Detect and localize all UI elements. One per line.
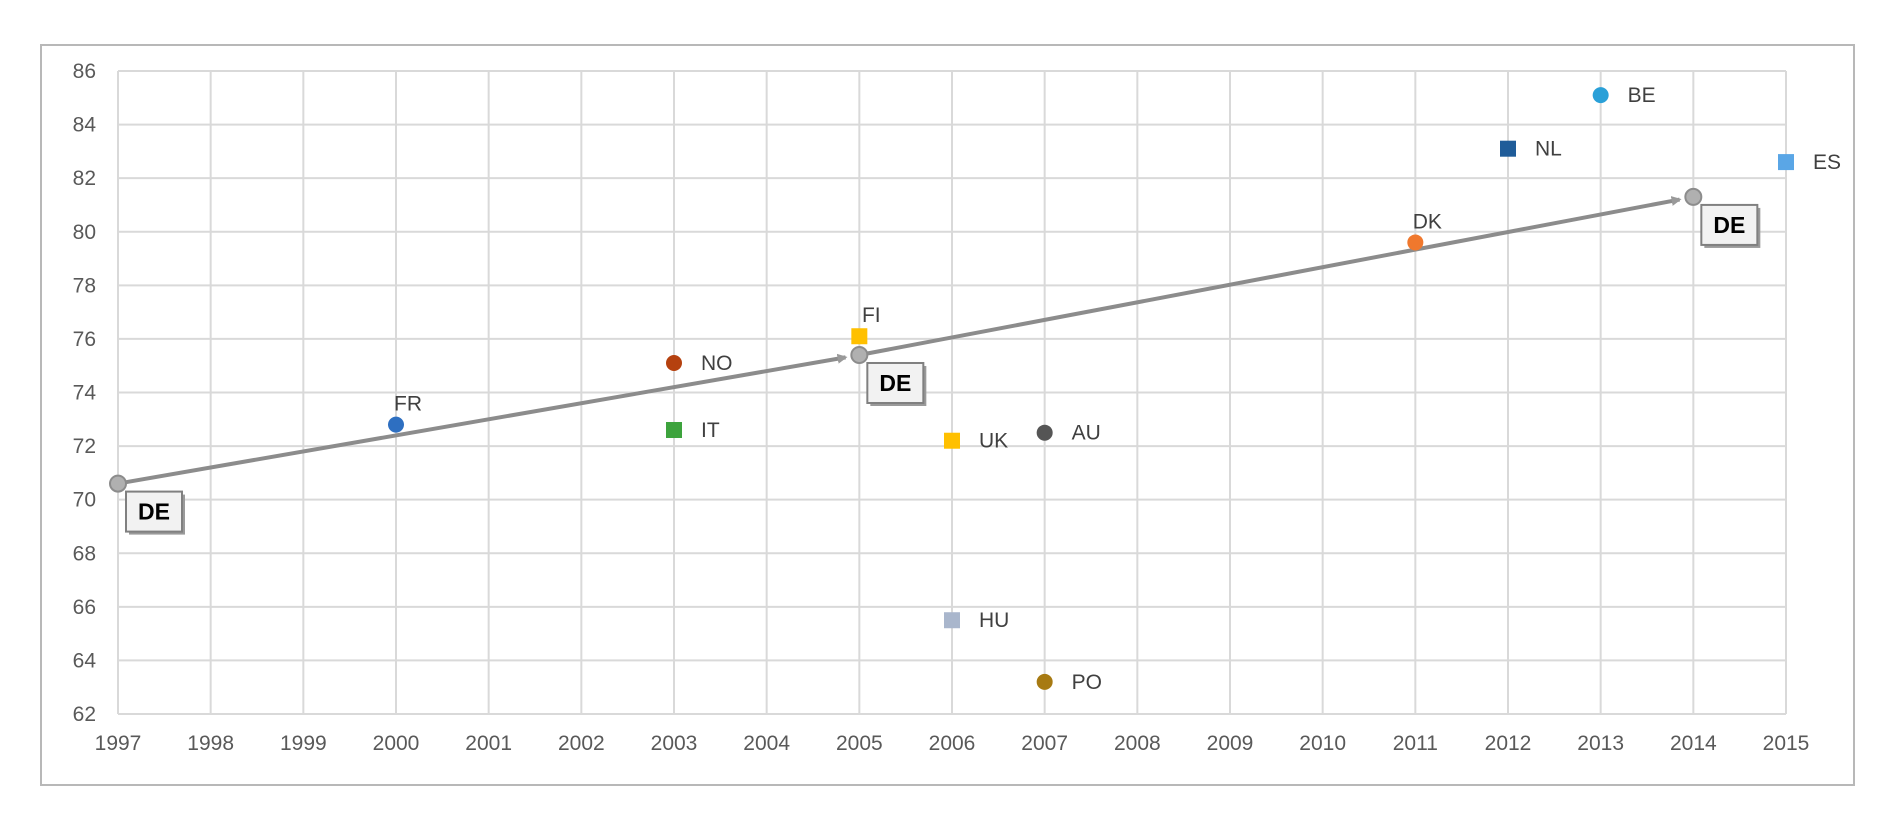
y-tick-label: 76 — [73, 328, 96, 351]
data-point-au — [1036, 424, 1053, 441]
point-label: BE — [1628, 84, 1656, 107]
y-tick-label: 84 — [73, 114, 97, 137]
data-point-it — [666, 422, 682, 439]
point-label: HU — [979, 609, 1009, 632]
y-tick-label: 82 — [73, 167, 96, 190]
x-tick-label: 1999 — [280, 732, 327, 755]
de-point — [109, 474, 127, 493]
point-label: ES — [1813, 151, 1841, 174]
point-label: AU — [1072, 422, 1101, 445]
trend-series: DE DE DE — [109, 187, 1761, 535]
y-tick-label: 86 — [73, 60, 96, 83]
point-label: NO — [701, 352, 733, 375]
data-point-uk — [944, 432, 960, 449]
point-label: NL — [1535, 138, 1562, 161]
trend-arrow — [117, 353, 848, 486]
y-tick-label: 72 — [73, 435, 96, 458]
point-label: PO — [1072, 671, 1102, 694]
data-point-po — [1036, 673, 1053, 690]
data-point-fi — [851, 328, 868, 345]
data-point-hu — [944, 612, 960, 629]
point-label: DK — [1413, 210, 1442, 233]
de-callout-box — [1700, 203, 1759, 246]
x-tick-label: 2014 — [1670, 732, 1717, 755]
de-callout-label: DE — [1713, 212, 1745, 238]
x-tick-label: 1997 — [95, 732, 142, 755]
point-label: IT — [701, 419, 720, 442]
y-tick-label: 80 — [73, 221, 96, 244]
point-label: UK — [979, 430, 1008, 453]
data-point-fr — [388, 416, 404, 433]
de-point — [1684, 187, 1703, 206]
point-label: FI — [862, 304, 881, 327]
x-tick-label: 2002 — [558, 732, 605, 755]
trend-arrow — [858, 196, 1682, 357]
x-tick-label: 2013 — [1577, 732, 1624, 755]
y-tick-label: 64 — [73, 649, 97, 672]
axis-ticks: 1997 1998 1999 2000 2001 2002 2003 2004 2005 2006… — [73, 60, 1810, 755]
y-tick-label: 68 — [73, 542, 96, 565]
data-points: FR NO IT FI UK HU AU PO DK NL BE ES — [388, 84, 1841, 694]
x-tick-label: 1998 — [187, 732, 234, 755]
de-point — [850, 345, 869, 364]
x-tick-label: 2010 — [1299, 732, 1346, 755]
point-label: FR — [394, 393, 422, 416]
x-tick-label: 2001 — [465, 732, 512, 755]
data-point-es — [1778, 154, 1794, 171]
x-tick-label: 2015 — [1763, 732, 1810, 755]
de-callout-box — [866, 361, 925, 404]
x-tick-label: 2003 — [651, 732, 698, 755]
x-tick-label: 2006 — [929, 732, 976, 755]
x-tick-label: 2004 — [743, 732, 790, 755]
x-tick-label: 2009 — [1207, 732, 1254, 755]
y-tick-label: 74 — [73, 382, 97, 405]
x-tick-label: 2011 — [1393, 732, 1438, 755]
y-tick-label: 78 — [73, 274, 96, 297]
x-tick-label: 2008 — [1114, 732, 1161, 755]
data-point-nl — [1500, 140, 1516, 157]
chart-frame — [40, 44, 1855, 786]
data-point-no — [666, 355, 682, 372]
data-point-dk — [1407, 234, 1424, 251]
x-tick-label: 2012 — [1485, 732, 1532, 755]
y-tick-label: 66 — [73, 596, 96, 619]
de-callout-label: DE — [879, 370, 911, 396]
x-tick-label: 2007 — [1021, 732, 1068, 755]
y-tick-label: 62 — [73, 703, 96, 726]
de-callout-box — [125, 490, 183, 533]
x-tick-label: 2005 — [836, 732, 883, 755]
y-tick-label: 70 — [73, 489, 96, 512]
data-point-be — [1592, 87, 1609, 104]
x-tick-label: 2000 — [373, 732, 420, 755]
de-callout-label: DE — [138, 499, 170, 525]
